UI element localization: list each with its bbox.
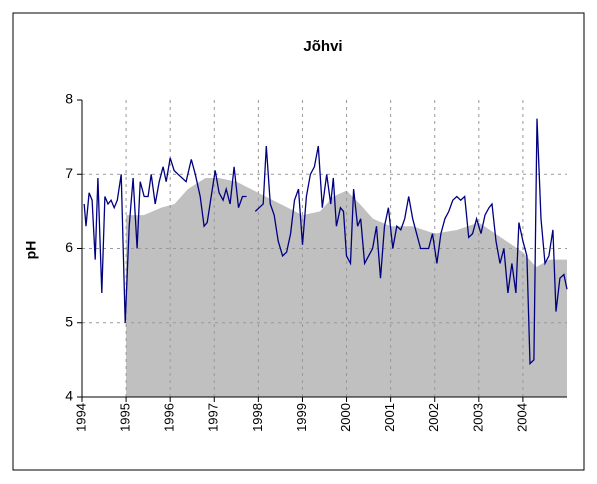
x-tick-label: 2003 xyxy=(470,403,485,432)
x-tick-label: 1997 xyxy=(206,403,221,432)
y-tick-label: 7 xyxy=(65,165,73,181)
y-tick-label: 8 xyxy=(65,91,73,107)
x-tick-label: 1994 xyxy=(73,403,88,432)
line xyxy=(83,118,568,366)
x-tick-label: 2004 xyxy=(514,403,529,432)
x-tick-label: 1999 xyxy=(294,403,309,432)
x-tick-label: 1996 xyxy=(162,403,177,432)
y-tick-label: 5 xyxy=(65,313,73,329)
chart-title: Jõhvi xyxy=(303,38,342,55)
area xyxy=(126,177,567,397)
y-tick-label: 6 xyxy=(65,239,73,255)
x-tick-label: 2000 xyxy=(338,403,353,432)
x-tick-label: 2001 xyxy=(382,403,397,432)
x-tick-label: 1995 xyxy=(118,403,133,432)
x-tick-label: 1998 xyxy=(250,403,265,432)
x-tick-label: 2002 xyxy=(426,403,441,432)
y-axis-label: pH xyxy=(23,241,39,260)
y-tick-label: 4 xyxy=(65,388,73,404)
